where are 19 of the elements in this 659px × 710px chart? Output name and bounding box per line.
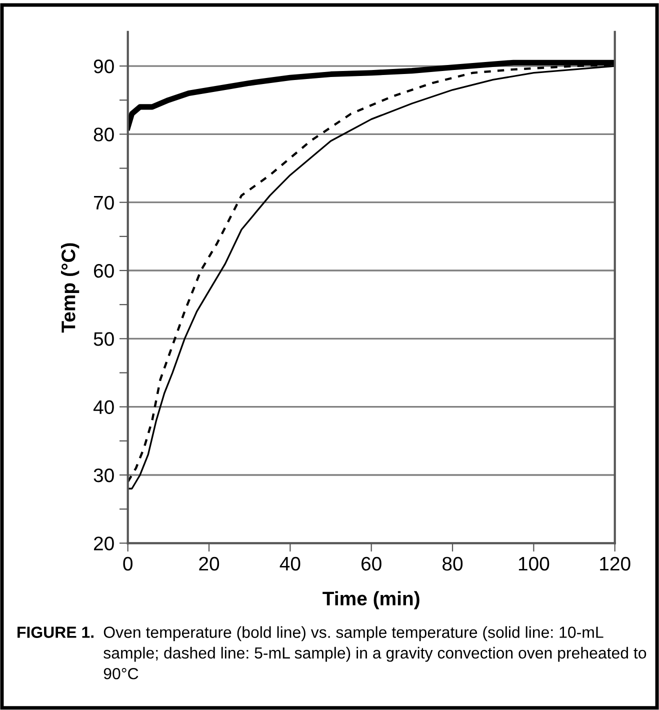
x-tick-label: 120	[600, 556, 630, 571]
y-tick-label: 70	[94, 196, 114, 210]
y-tick-label: 80	[94, 128, 114, 142]
x-tick-label: 20	[199, 556, 220, 571]
x-tick-label: 80	[442, 556, 463, 571]
y-tick-label: 20	[94, 536, 114, 550]
x-tick-label: 60	[362, 556, 382, 571]
y-tick-label: 90	[94, 60, 114, 74]
x-axis-title: Time (min)	[322, 591, 420, 610]
text: Oven temperature (bold line) vs. sample temperature (solid line: 10-mL sample; dashed line: 5-mL sample) in a gravity convection oven preheated to 90°C	[104, 626, 646, 680]
x-tick-label: 0	[123, 556, 132, 571]
x-tick-label: 100	[518, 556, 550, 571]
caption: FIGURE 1.	[18, 626, 94, 638]
y-tick-label: 40	[93, 400, 114, 414]
y-axis-title: Temp (°C)	[61, 243, 80, 333]
x-tick-label: 40	[280, 556, 300, 571]
y-tick-label: 30	[94, 468, 114, 482]
y-tick-label: 50	[94, 332, 114, 346]
y-tick-label: 60	[94, 264, 114, 278]
